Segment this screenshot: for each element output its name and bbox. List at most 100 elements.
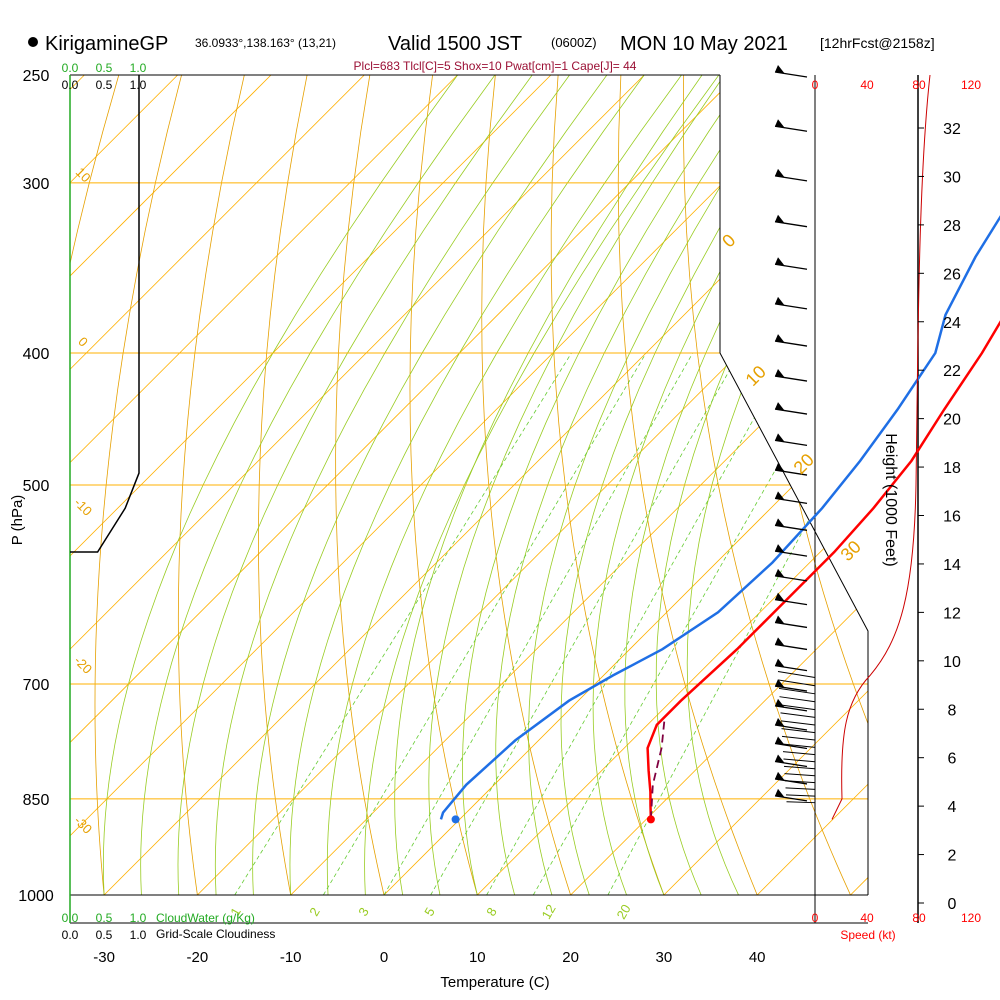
wind-barb-low (784, 780, 816, 784)
height-tick-label: 12 (943, 605, 961, 622)
isotherm-label: -20 (71, 653, 95, 677)
wind-barb-flag (775, 658, 785, 668)
wind-speed-profile (831, 74, 931, 820)
speed-tick-bottom: 40 (860, 911, 874, 925)
isotherm-label: -10 (71, 495, 95, 519)
dry-adiabat-line (808, 75, 868, 895)
cloudiness-profile (70, 75, 140, 553)
dry-adiabat-line (550, 75, 665, 895)
wind-barb-low (786, 801, 816, 804)
dry-adiabat-line (335, 75, 385, 895)
height-tick-label: 16 (943, 509, 961, 526)
height-tick-label: 26 (943, 266, 961, 283)
height-tick-label: 10 (943, 654, 961, 671)
height-tick-label: 32 (943, 121, 961, 138)
isotherm-line (663, 75, 868, 895)
temp-tick-label: -20 (187, 949, 209, 966)
pressure-tick-label: 300 (23, 176, 50, 193)
cloudiness-scale-bottom: 1.0 (130, 928, 147, 942)
wind-barb-flag (775, 369, 785, 379)
wind-barb-flag (775, 119, 785, 129)
cloud-scale-bottom: 0.0 (62, 911, 79, 925)
wind-barb-flag (775, 736, 785, 746)
moist-adiabat-line (364, 75, 720, 895)
pressure-tick-label: 400 (23, 346, 50, 363)
wind-barb-low (777, 671, 816, 679)
cloudiness-scale-top: 0.0 (62, 78, 79, 92)
profile-layer (70, 65, 1000, 824)
speed-tick-top: 0 (812, 78, 819, 92)
height-tick-label: 0 (948, 896, 957, 913)
moist-adiabat-line (592, 75, 837, 895)
moist-adiabat-line (462, 75, 748, 895)
speed-tick-bottom: 120 (961, 911, 981, 925)
moist-adiabat-line (252, 75, 608, 895)
isotherm-label: -30 (71, 813, 95, 837)
cloud-scale-top: 0.5 (96, 61, 113, 75)
wind-barb-flag (775, 334, 785, 344)
speed-tick-bottom: 80 (912, 911, 926, 925)
temp-tick-label: 40 (749, 949, 766, 966)
wind-barb-flag (775, 754, 785, 764)
height-tick-label: 8 (948, 702, 957, 719)
wind-barb-low (780, 720, 816, 726)
valid-date: MON 10 May 2021 (620, 33, 788, 55)
wind-barb-flag (775, 637, 785, 647)
wind-barb-flag (775, 214, 785, 224)
height-tick-label: 20 (943, 412, 961, 429)
wind-barb-low (785, 794, 816, 797)
temperature-profile (646, 320, 1000, 820)
isotherm-line (756, 75, 868, 895)
height-axis-title: Height (1000 Feet) (882, 433, 899, 566)
isotherm-line (70, 75, 365, 895)
isotherm-label: 10 (73, 164, 94, 185)
cloudiness-scale-top: 0.5 (96, 78, 113, 92)
station-marker (28, 37, 38, 47)
wind-barb-flag (775, 615, 785, 625)
wind-barb-low (779, 704, 816, 711)
station-coords: 36.0933°,138.163° (13,21) (195, 36, 336, 50)
cloudiness-scale-bottom: 0.0 (62, 928, 79, 942)
wind-barb-low (783, 758, 816, 763)
dry-adiabat-line (177, 75, 245, 895)
mixing-ratio-line (532, 352, 843, 895)
moist-adiabat-line (428, 75, 725, 895)
adiabat-label: 30 (837, 537, 865, 565)
cloud-scale-bottom: 1.0 (130, 911, 147, 925)
moist-adiabat-line (102, 75, 458, 895)
wind-barb-flag (775, 788, 785, 798)
mixing-ratio-label: 2 (306, 905, 323, 919)
height-tick-label: 6 (948, 751, 957, 768)
temp-tick-label: 0 (380, 949, 388, 966)
dry-adiabat-line (617, 75, 758, 895)
speed-label: Speed (kt) (840, 928, 895, 942)
wind-barb-flag (775, 463, 785, 473)
adiabat-label: 0 (718, 230, 739, 251)
height-tick-label: 30 (943, 169, 961, 186)
surface-temp-marker (646, 815, 655, 824)
moist-adiabat-line (177, 75, 533, 895)
moist-adiabat-line (528, 75, 792, 895)
y-axis-title: P (hPa) (9, 495, 26, 546)
cloudwater-label: CloudWater (g/Kg) (156, 911, 255, 925)
wind-barb-low (783, 765, 816, 770)
wind-barb-flag (775, 592, 785, 602)
temp-tick-label: -30 (93, 949, 115, 966)
height-tick-label: 14 (943, 557, 961, 574)
pressure-tick-label: 250 (23, 68, 50, 85)
dewpoint-profile (439, 215, 1000, 820)
utc-time: (0600Z) (551, 35, 597, 50)
wind-barb-low (782, 743, 816, 748)
wind-barb-flag (775, 168, 785, 178)
x-axis-title: Temperature (C) (440, 974, 549, 991)
forecast-label: [12hrFcst@2158z] (820, 35, 935, 51)
height-tick-label: 18 (943, 460, 961, 477)
height-tick-label: 28 (943, 218, 961, 235)
pressure-tick-label: 850 (23, 792, 50, 809)
mixing-ratio-label: 20 (613, 902, 633, 922)
wind-barb-flag (775, 771, 785, 781)
wind-barb-flag (775, 679, 785, 689)
wind-barb-low (779, 696, 816, 703)
